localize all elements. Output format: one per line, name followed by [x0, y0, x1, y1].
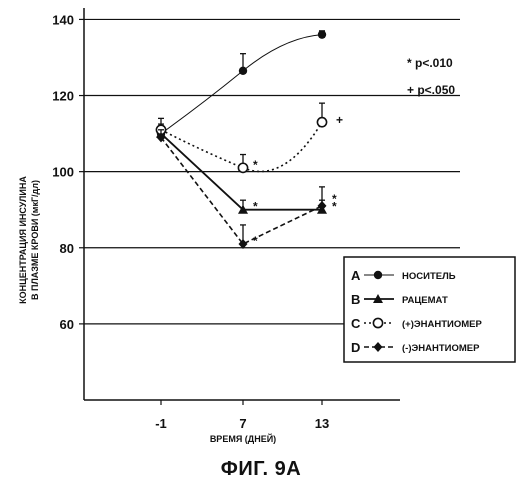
- asterisk-marker: *: [253, 200, 258, 214]
- y-tick-label: 60: [60, 317, 74, 332]
- data-point-a: [239, 67, 247, 75]
- y-axis-title-line-2: В ПЛАЗМЕ КРОВИ (мкГ/дл): [30, 180, 40, 300]
- legend-label-b: РАЦЕМАТ: [402, 295, 448, 306]
- x-tick-label: -1: [155, 416, 167, 431]
- plus-marker: +: [336, 113, 343, 127]
- data-point-c: [238, 163, 247, 172]
- y-tick-label: 120: [52, 89, 74, 104]
- y-tick-labels: 60 80 100 120 140: [52, 12, 74, 331]
- legend-label-d: (-)ЭНАНТИОМЕР: [402, 343, 480, 354]
- insulin-concentration-chart: 6080100120140 -1713 *****+ ВРЕМЯ (ДНЕЙ) …: [0, 0, 522, 455]
- x-tick-labels: -1 7 13: [155, 416, 329, 431]
- legend-marker-c: [373, 318, 382, 327]
- legend-label-a: НОСИТЕЛЬ: [402, 271, 456, 282]
- legend-key-a: A: [351, 268, 361, 283]
- y-tick-label: 140: [52, 12, 74, 27]
- data-point-a: [318, 30, 326, 38]
- y-tick-label: 80: [60, 241, 74, 256]
- x-tick-label: 13: [315, 416, 329, 431]
- asterisk-marker: *: [253, 158, 258, 172]
- point-markers: [156, 30, 327, 249]
- legend: A НОСИТЕЛЬ B РАЦЕМАТ C (+)ЭНАНТИОМЕР D (-)ЭНАНТ…: [344, 257, 515, 362]
- series-line-a: [161, 35, 322, 134]
- legend-key-c: C: [351, 316, 361, 331]
- y-axis-title-line-1: КОНЦЕНТРАЦИЯ ИНСУЛИНА: [18, 176, 28, 304]
- x-axis-title: ВРЕМЯ (ДНЕЙ): [210, 433, 276, 444]
- legend-label-c: (+)ЭНАНТИОМЕР: [402, 319, 482, 330]
- annotation-p050: + p<.050: [407, 83, 455, 97]
- y-tick-label: 100: [52, 165, 74, 180]
- data-point-c: [317, 118, 326, 127]
- legend-key-d: D: [351, 340, 360, 355]
- figure-caption: ФИГ. 9А: [0, 458, 522, 481]
- asterisk-marker: *: [253, 234, 258, 248]
- significance-markers: *****+: [253, 113, 343, 248]
- legend-key-b: B: [351, 292, 360, 307]
- annotation-p010: * p<.010: [407, 56, 453, 70]
- asterisk-marker: *: [332, 200, 337, 214]
- x-tick-label: 7: [239, 416, 246, 431]
- legend-marker-a: [374, 271, 382, 279]
